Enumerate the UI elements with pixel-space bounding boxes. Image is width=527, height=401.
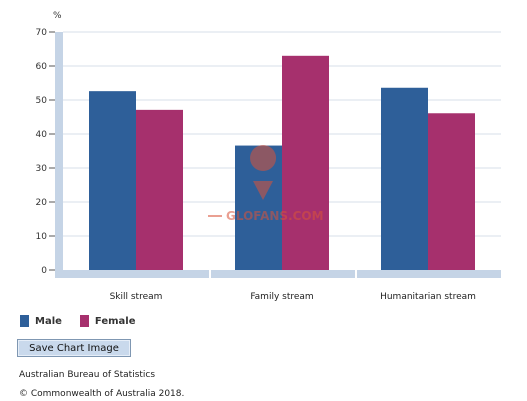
y-axis-label: % bbox=[53, 11, 62, 21]
x-tick-label: Humanitarian stream bbox=[380, 292, 476, 302]
bar-male-3 bbox=[381, 87, 428, 270]
legend: Male Female bbox=[20, 315, 136, 327]
legend-label-male: Male bbox=[35, 315, 62, 327]
x-tick-labels: Skill stream Family stream Humanitarian st… bbox=[110, 292, 476, 302]
watermark-text: GLOFANS.COM bbox=[226, 209, 324, 223]
y-tick-label: 20 bbox=[36, 198, 48, 208]
y-tick-label: 50 bbox=[36, 96, 48, 106]
source-text: Australian Bureau of Statistics bbox=[19, 370, 156, 380]
y-tick-label: 30 bbox=[36, 164, 48, 174]
y-tick-label: 70 bbox=[36, 28, 48, 38]
watermark-pin-icon bbox=[250, 145, 277, 171]
y-tick-label: 10 bbox=[36, 232, 48, 242]
legend-label-female: Female bbox=[94, 315, 136, 327]
legend-swatch-female bbox=[79, 315, 89, 327]
bar-male-1 bbox=[89, 91, 136, 270]
y-tick-label: 40 bbox=[36, 130, 48, 140]
x-axis-bar bbox=[55, 270, 501, 278]
x-tick-label: Skill stream bbox=[110, 292, 163, 302]
copyright-text: © Commonwealth of Australia 2018. bbox=[19, 389, 185, 399]
bar-female-2 bbox=[282, 55, 329, 270]
legend-item-female: Female bbox=[79, 315, 136, 327]
x-tick-label: Family stream bbox=[250, 292, 313, 302]
bar-female-3 bbox=[428, 113, 475, 270]
y-tick-label: 0 bbox=[41, 266, 47, 276]
y-axis-bar bbox=[55, 32, 63, 276]
y-tick-label: 60 bbox=[36, 62, 48, 72]
bar-female-1 bbox=[136, 109, 183, 270]
bar-chart: % 0 10 20 30 40 50 60 70 Skill stream Family str… bbox=[36, 11, 501, 302]
legend-swatch-male bbox=[20, 315, 29, 327]
bars bbox=[89, 55, 475, 270]
watermark: GLOFANS.COM bbox=[208, 145, 324, 223]
y-tick-labels: 0 10 20 30 40 50 60 70 bbox=[36, 28, 55, 276]
legend-item-male: Male bbox=[20, 315, 62, 327]
save-chart-image-button[interactable]: Save Chart Image bbox=[17, 339, 131, 357]
